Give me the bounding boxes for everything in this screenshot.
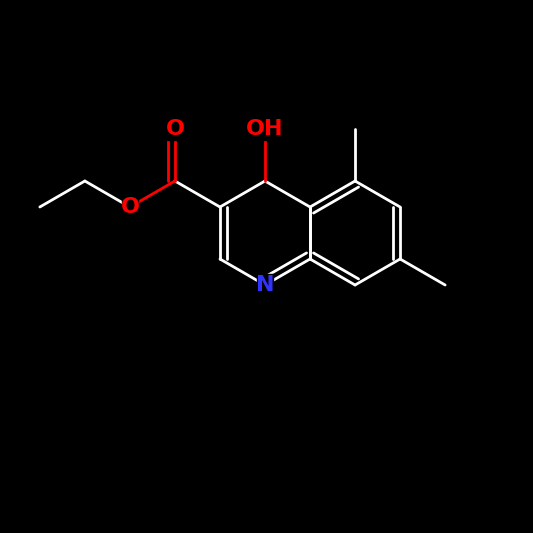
Text: OH: OH [246, 119, 284, 139]
Text: O: O [120, 197, 140, 217]
Bar [167, 118, 183, 140]
Bar [257, 274, 273, 296]
Bar [251, 118, 279, 140]
Bar [122, 196, 138, 218]
Text: O: O [165, 119, 184, 139]
Text: N: N [256, 275, 274, 295]
